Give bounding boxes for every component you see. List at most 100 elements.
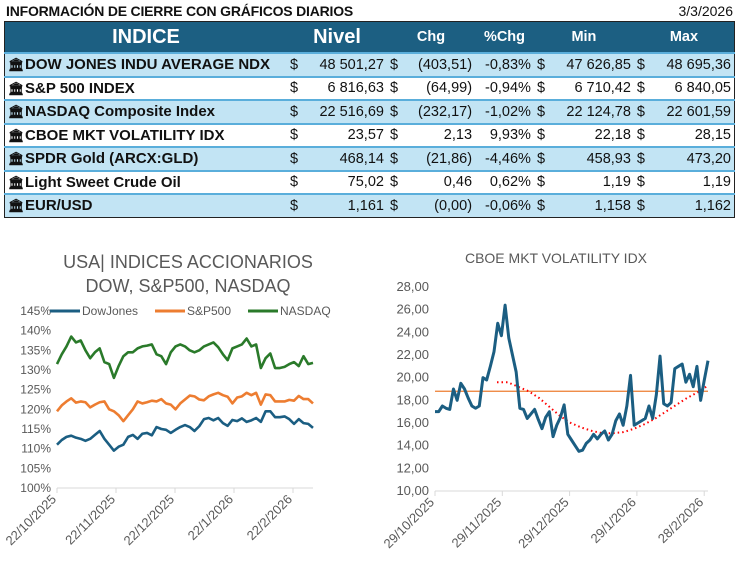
y-tick-label: 135% [20,343,51,357]
currency-symbol: $ [533,99,554,124]
nivel-value: 22 516,69 [307,99,387,124]
min-value: 22,18 [553,122,634,147]
max-value: 22 601,59 [653,99,735,124]
currency-symbol: $ [633,52,654,77]
y-tick-label: 26,00 [396,302,429,317]
col-min: Min [533,21,634,53]
x-tick-label: 22/11/2025 [62,492,118,548]
currency-symbol: $ [533,75,554,100]
y-tick-label: 10,00 [396,483,429,498]
x-tick-label: 29/11/2025 [448,495,504,551]
table-row: 🏛NASDAQ Composite Index $22 516,69 $ (232,1… [4,99,735,124]
x-tick-label: 22/2/2026 [244,492,296,544]
index-name: 🏛S&P 500 INDEX [4,75,287,100]
nivel-value: 6 816,63 [307,75,387,100]
currency-symbol: $ [533,169,554,194]
y-tick-label: 110% [21,442,51,456]
x-tick-label: 22/10/2025 [2,492,59,549]
series-line-nasdaq [55,335,314,380]
y-tick-label: 24,00 [396,324,429,339]
bank-icon: 🏛 [8,104,25,120]
bank-icon: 🏛 [8,127,25,143]
min-value: 1,19 [553,169,634,194]
col-nivel: Nivel [287,21,387,53]
max-value: 473,20 [653,146,735,171]
pct-chg-value: -0,94% [475,75,534,100]
currency-symbol: $ [386,52,407,77]
index-name: 🏛DOW JONES INDU AVERAGE NDX [4,52,287,77]
y-tick-label: 130% [20,363,51,377]
currency-symbol: $ [287,99,307,124]
col-chg: Chg [386,21,476,53]
index-name-text: EUR/USD [25,197,93,215]
nivel-value: 48 501,27 [307,52,387,77]
index-name-text: DOW JONES INDU AVERAGE NDX [25,56,271,74]
currency-symbol: $ [633,146,654,171]
y-tick-label: 105% [20,461,51,475]
index-name-text: Light Sweet Crude Oil [25,173,181,191]
min-value: 6 710,42 [553,75,634,100]
min-value: 22 124,78 [553,99,634,124]
chg-value: 2,13 [406,122,476,147]
y-tick-label: 115% [21,422,51,436]
currency-symbol: $ [287,122,307,147]
max-value: 1,162 [653,193,735,217]
min-value: 458,93 [553,146,634,171]
bank-icon: 🏛 [8,80,25,96]
chg-value: (0,00) [406,193,476,217]
currency-symbol: $ [287,193,307,217]
index-name: 🏛SPDR Gold (ARCX:GLD) [4,146,287,171]
table-row: 🏛DOW JONES INDU AVERAGE NDX $48 501,27 $ (4… [4,52,735,77]
legend-label: DowJones [82,304,138,318]
currency-symbol: $ [287,146,307,171]
page-title: INFORMACIÓN DE CIERRE CON GRÁFICOS DIARI… [6,3,354,19]
report-date: 3/3/2026 [678,3,734,19]
x-tick-label: 29/10/2025 [380,495,437,552]
currency-symbol: $ [633,169,654,194]
table-row: 🏛EUR/USD $1,161 $ (0,00) -0,06% $1,158 $1,162 [4,193,735,217]
chart2-title: CBOE MKT VOLATILITY IDX [465,250,648,266]
max-value: 1,19 [653,169,735,194]
chg-value: (21,86) [406,146,476,171]
currency-symbol: $ [386,193,407,217]
index-name-text: SPDR Gold (ARCX:GLD) [25,150,199,168]
currency-symbol: $ [533,146,554,171]
index-name-text: CBOE MKT VOLATILITY IDX [25,126,225,144]
max-value: 48 695,36 [653,52,735,77]
x-tick-label: 29/1/2026 [588,495,640,547]
pct-chg-value: 0,62% [475,169,534,194]
y-tick-label: 18,00 [396,392,429,407]
y-tick-label: 28,00 [396,279,429,294]
chart1-subtitle: DOW, S&P500, NASDAQ [85,276,290,296]
y-tick-label: 145% [20,304,51,318]
indices-table: INDICE Nivel Chg %Chg Min Max 🏛DOW JONES… [4,21,735,218]
y-tick-label: 12,00 [396,460,429,475]
min-value: 1,158 [553,193,634,217]
bank-icon: 🏛 [8,174,25,190]
chg-value: (64,99) [406,75,476,100]
currency-symbol: $ [633,75,654,100]
pct-chg-value: -0,83% [475,52,534,77]
legend-label: NASDAQ [280,304,331,318]
bank-icon: 🏛 [8,151,25,167]
currency-symbol: $ [386,122,407,147]
table-row: 🏛CBOE MKT VOLATILITY IDX $23,57 $2,13 9,93%… [4,122,735,147]
currency-symbol: $ [386,146,407,171]
y-tick-label: 22,00 [396,347,429,362]
y-tick-label: 100% [20,481,51,495]
legend-label: S&P500 [187,304,231,318]
nivel-value: 1,161 [307,193,387,217]
currency-symbol: $ [287,169,307,194]
index-name: 🏛NASDAQ Composite Index [4,99,287,124]
trend-line [497,381,709,435]
y-tick-label: 125% [20,383,51,397]
col-indice: INDICE [4,21,287,53]
currency-symbol: $ [386,169,407,194]
chg-value: (403,51) [406,52,476,77]
x-tick-label: 22/1/2026 [185,492,237,544]
index-name: 🏛CBOE MKT VOLATILITY IDX [4,122,287,147]
index-name-text: NASDAQ Composite Index [25,103,216,121]
currency-symbol: $ [533,122,554,147]
y-tick-label: 14,00 [396,438,429,453]
